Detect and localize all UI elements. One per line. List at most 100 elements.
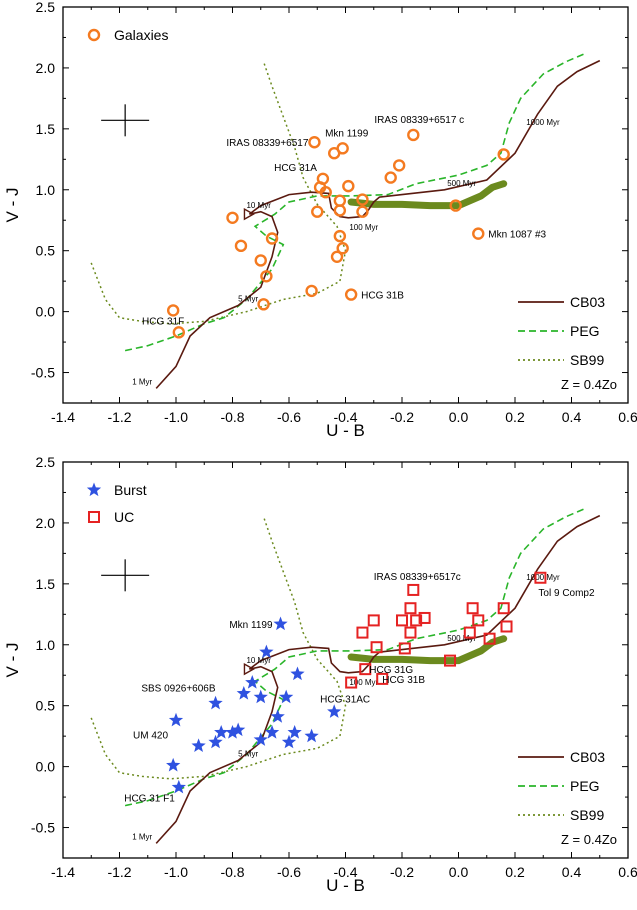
point-annotation: IRAS 08339+6517 c bbox=[374, 115, 464, 126]
x-tick-label: -1.4 bbox=[51, 864, 75, 880]
sb99-track-line bbox=[90, 61, 347, 325]
legend-label-uc: UC bbox=[114, 509, 134, 525]
data-point bbox=[305, 284, 318, 298]
age-10myr-marker bbox=[243, 662, 255, 676]
data-point bbox=[500, 620, 513, 633]
data-point bbox=[327, 704, 342, 718]
data-point bbox=[231, 722, 246, 737]
x-tick-label: 0.4 bbox=[562, 409, 582, 425]
point-annotation: SBS 0926+606B bbox=[141, 683, 216, 694]
sb99-track-line bbox=[90, 516, 347, 780]
data-point bbox=[345, 676, 358, 689]
chart-panel-2: -1.4 -1.2 -1.0 -0.8 -0.6 -0.4 -0.2 0.0 0.2 0.4 0.6… bbox=[3, 454, 637, 895]
data-point bbox=[370, 641, 383, 654]
point-annotation: HCG 31 F1 bbox=[124, 793, 175, 804]
data-point bbox=[254, 254, 267, 267]
data-point bbox=[236, 686, 251, 700]
legend-label-sb99: SB99 bbox=[570, 807, 604, 823]
legend-label-burst: Burst bbox=[114, 482, 147, 498]
age-10myr-marker bbox=[243, 207, 255, 221]
metallicity-label: Z = 0.4Zo bbox=[561, 377, 617, 392]
x-tick-label: -0.4 bbox=[333, 864, 357, 880]
y-axis-title: V - J bbox=[3, 188, 22, 223]
data-point bbox=[344, 288, 358, 301]
y-tick-label: 2.5 bbox=[36, 0, 56, 15]
x-tick-label: 0.4 bbox=[562, 864, 582, 880]
data-point bbox=[472, 614, 485, 627]
age-label: 1000 Myr bbox=[526, 118, 560, 127]
data-point bbox=[208, 695, 223, 710]
data-point bbox=[356, 193, 369, 206]
y-tick-label: -0.5 bbox=[31, 820, 55, 836]
data-point bbox=[273, 616, 288, 631]
data-point bbox=[497, 602, 510, 615]
data-point bbox=[225, 725, 240, 739]
legend-label-cb03: CB03 bbox=[570, 294, 605, 310]
data-point bbox=[483, 632, 496, 645]
x-tick-label: -1.2 bbox=[107, 864, 131, 880]
data-point bbox=[281, 734, 297, 749]
data-point bbox=[534, 571, 547, 584]
data-point bbox=[336, 242, 349, 255]
x-tick-label: 0.0 bbox=[449, 409, 469, 425]
data-point bbox=[234, 239, 248, 253]
data-point bbox=[226, 211, 239, 224]
data-point bbox=[264, 725, 280, 739]
data-point bbox=[497, 148, 510, 161]
age-label: 1000 Myr bbox=[526, 573, 560, 582]
data-point bbox=[311, 205, 324, 218]
data-point bbox=[359, 663, 372, 676]
point-annotation: IRAS 08339+6517 bbox=[226, 138, 308, 149]
x-tick-label: -0.6 bbox=[277, 409, 301, 425]
data-point bbox=[449, 199, 462, 212]
age-label: 500 Myr bbox=[447, 179, 476, 188]
data-point bbox=[253, 689, 268, 704]
data-point bbox=[384, 171, 397, 184]
data-point bbox=[279, 689, 294, 704]
point-annotation: HCG 31G bbox=[369, 665, 413, 676]
point-annotation: Mkn 1199 bbox=[325, 128, 369, 139]
sb99-track-thick bbox=[347, 180, 508, 210]
y-tick-label: 2.0 bbox=[36, 60, 56, 76]
data-point bbox=[396, 614, 408, 627]
data-point bbox=[398, 642, 411, 655]
data-point bbox=[404, 626, 417, 639]
data-point bbox=[356, 205, 369, 218]
data-point bbox=[333, 229, 347, 243]
point-annotation: Mkn 1199 bbox=[229, 620, 273, 631]
data-point bbox=[407, 128, 420, 142]
data-point bbox=[472, 227, 485, 240]
legend-marker-galaxies bbox=[87, 28, 101, 42]
x-tick-label: -0.6 bbox=[277, 864, 301, 880]
data-point bbox=[166, 757, 181, 772]
data-point bbox=[376, 672, 389, 685]
data-point bbox=[171, 779, 186, 794]
data-point bbox=[342, 179, 355, 193]
data-point bbox=[463, 626, 476, 639]
data-point bbox=[214, 725, 229, 739]
point-annotation: HCG 31F bbox=[142, 316, 184, 327]
y-tick-label: 1.5 bbox=[36, 121, 56, 137]
y-tick-label: 1.0 bbox=[36, 637, 56, 653]
age-label: 10 Myr bbox=[246, 201, 271, 210]
x-tick-label: 0.2 bbox=[505, 409, 525, 425]
legend-label-peg: PEG bbox=[570, 323, 600, 339]
data-point bbox=[404, 602, 417, 615]
x-tick-label: 0.6 bbox=[618, 409, 637, 425]
data-point bbox=[245, 675, 260, 689]
data-point bbox=[259, 644, 274, 659]
data-point bbox=[270, 709, 285, 723]
data-point bbox=[333, 204, 347, 217]
data-point bbox=[336, 142, 349, 155]
data-point bbox=[418, 611, 431, 624]
data-point bbox=[287, 725, 302, 739]
legend-label-galaxies: Galaxies bbox=[114, 27, 168, 43]
data-point bbox=[308, 136, 321, 149]
data-point bbox=[356, 626, 369, 639]
x-axis-title: U - B bbox=[326, 876, 365, 895]
data-point bbox=[257, 298, 270, 311]
point-annotation: Mkn 1087 #3 bbox=[488, 230, 546, 241]
data-point bbox=[304, 728, 319, 743]
y-tick-label: 1.0 bbox=[36, 182, 56, 198]
